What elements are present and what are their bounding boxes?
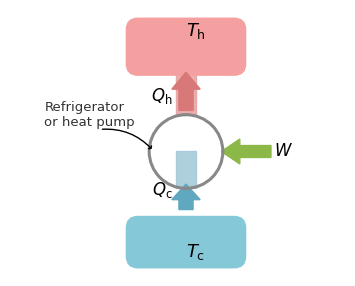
Bar <box>176 75 196 115</box>
Bar <box>176 152 196 188</box>
Text: $W$: $W$ <box>274 142 293 160</box>
Text: $Q_\mathrm{c}$: $Q_\mathrm{c}$ <box>152 180 172 200</box>
FancyArrow shape <box>172 72 200 110</box>
Text: Refrigerator
or heat pump: Refrigerator or heat pump <box>44 101 135 129</box>
Text: $Q_\mathrm{h}$: $Q_\mathrm{h}$ <box>151 86 173 106</box>
FancyBboxPatch shape <box>126 217 245 268</box>
FancyArrow shape <box>222 139 271 164</box>
Text: $T_\mathrm{h}$: $T_\mathrm{h}$ <box>186 21 206 41</box>
FancyBboxPatch shape <box>126 18 245 75</box>
Text: $T_\mathrm{c}$: $T_\mathrm{c}$ <box>186 242 206 262</box>
FancyArrow shape <box>172 184 200 210</box>
